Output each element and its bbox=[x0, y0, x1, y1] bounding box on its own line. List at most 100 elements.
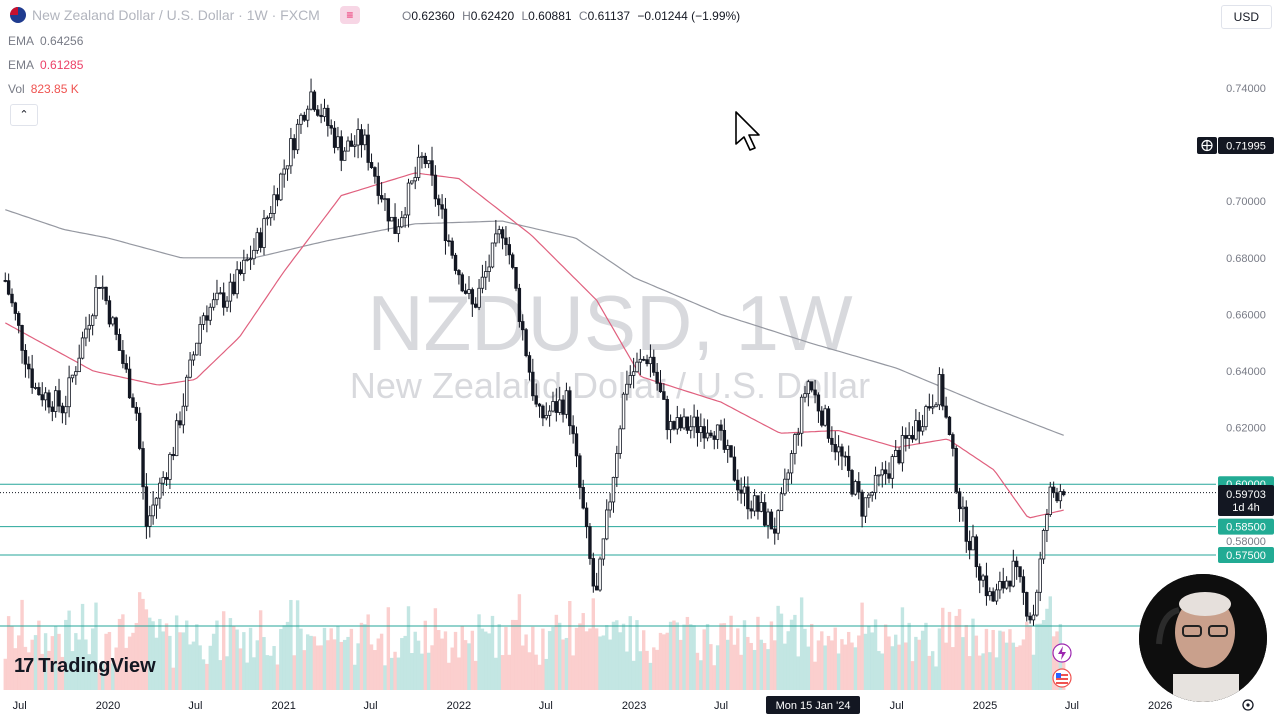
volume-bar bbox=[255, 640, 259, 690]
add-alert-icon[interactable] bbox=[1201, 139, 1213, 152]
candle-body bbox=[843, 455, 848, 458]
volume-bar bbox=[416, 640, 421, 690]
candle-body bbox=[988, 591, 992, 597]
candle-body bbox=[262, 218, 266, 248]
candle-body bbox=[957, 491, 962, 510]
collapse-legend-button[interactable]: ⌃ bbox=[10, 104, 38, 126]
candle-body bbox=[904, 435, 908, 439]
volume-bar bbox=[1045, 608, 1049, 690]
volume-bar bbox=[887, 636, 891, 690]
candle-body bbox=[389, 216, 394, 222]
volume-bar bbox=[94, 602, 98, 690]
symbol-title[interactable]: New Zealand Dollar / U.S. Dollar · 1W · … bbox=[32, 7, 320, 23]
volume-bar bbox=[228, 618, 233, 690]
candle-body bbox=[285, 165, 290, 170]
volume-bar bbox=[70, 651, 75, 690]
compare-icon[interactable]: ≡ bbox=[339, 6, 360, 24]
time-tick-label: 2023 bbox=[622, 700, 646, 712]
volume-bar bbox=[467, 643, 471, 690]
volume-bar bbox=[1035, 623, 1039, 690]
volume-bar bbox=[537, 664, 542, 690]
candle-body bbox=[225, 300, 229, 308]
indicator-ema-fast[interactable]: EMA 0.61285 bbox=[8, 58, 83, 72]
volume-bar bbox=[1021, 639, 1026, 690]
candle-body bbox=[571, 425, 575, 435]
candle-body bbox=[1031, 614, 1036, 621]
volume-bar bbox=[934, 666, 938, 690]
candle-body bbox=[131, 397, 135, 408]
volume-bar bbox=[615, 620, 619, 690]
volume-bar bbox=[413, 631, 417, 690]
candle-body bbox=[275, 194, 280, 201]
volume-bar bbox=[890, 646, 895, 690]
volume-bar bbox=[867, 625, 871, 690]
candle-body bbox=[279, 173, 283, 201]
candle-body bbox=[443, 208, 448, 242]
volume-bar bbox=[954, 615, 958, 690]
volume-bar bbox=[594, 628, 599, 690]
candle-body bbox=[6, 280, 11, 295]
volume-bar bbox=[406, 606, 411, 690]
volume-bar bbox=[400, 638, 404, 690]
volume-bar bbox=[527, 652, 532, 690]
volume-bar bbox=[121, 614, 125, 690]
indicator-volume[interactable]: Vol 823.85 K bbox=[8, 82, 79, 96]
volume-bar bbox=[843, 644, 848, 690]
candle-body bbox=[410, 180, 414, 184]
currency-selector[interactable]: USD bbox=[1220, 5, 1272, 29]
volume-bar bbox=[440, 638, 444, 690]
chevron-up-icon: ⌃ bbox=[19, 109, 29, 121]
indicator-name: EMA bbox=[8, 58, 35, 72]
price-tick-label: 0.70000 bbox=[1226, 196, 1266, 208]
volume-bar bbox=[961, 637, 965, 690]
price-axis[interactable]: 0.74000 0.70000 0.68000 0.66000 0.64000 0.620… bbox=[1197, 0, 1280, 690]
logo-text: TradingView bbox=[38, 655, 156, 677]
candle-body bbox=[1014, 560, 1019, 568]
candle-body bbox=[947, 416, 952, 436]
candle-body bbox=[507, 244, 511, 256]
time-axis[interactable]: Jul 2020 Jul 2021 Jul 2022 Jul 2023 Jul Jul 2025 Ju… bbox=[0, 690, 1280, 720]
volume-bar bbox=[238, 648, 243, 690]
volume-bar bbox=[366, 614, 370, 690]
volume-bar bbox=[198, 645, 202, 690]
candle-body bbox=[43, 392, 48, 401]
candle-body bbox=[1062, 491, 1066, 496]
volume-bar bbox=[773, 640, 777, 690]
candle-body bbox=[638, 358, 643, 363]
lightning-icon[interactable] bbox=[1052, 643, 1072, 663]
volume-bar bbox=[517, 594, 522, 690]
candle-body bbox=[668, 421, 673, 431]
tradingview-logo[interactable]: 17 TradingView bbox=[14, 655, 156, 678]
candle-body bbox=[336, 136, 340, 148]
candle-body bbox=[662, 391, 666, 400]
candle-body bbox=[934, 404, 938, 408]
settings-gear-icon[interactable] bbox=[1242, 699, 1254, 711]
volume-bar bbox=[353, 664, 357, 690]
candle-body bbox=[265, 217, 270, 220]
candle-body bbox=[749, 508, 753, 512]
volume-bar bbox=[726, 639, 730, 690]
volume-bar bbox=[897, 644, 901, 690]
candle-body bbox=[342, 150, 347, 161]
candle-body bbox=[70, 374, 75, 379]
symbol-header[interactable]: New Zealand Dollar / U.S. Dollar · 1W · … bbox=[10, 6, 360, 24]
candle-body bbox=[111, 317, 115, 325]
volume-bar bbox=[40, 653, 44, 690]
candle-body bbox=[702, 426, 706, 439]
us-flag-icon[interactable] bbox=[1052, 668, 1072, 688]
candle-body bbox=[974, 536, 979, 568]
candle-body bbox=[954, 447, 958, 493]
candle-body bbox=[3, 280, 7, 282]
volume-bar bbox=[144, 609, 149, 690]
volume-bar bbox=[608, 639, 612, 690]
volume-bar bbox=[994, 657, 999, 690]
volume-bar bbox=[655, 649, 659, 690]
indicator-ema-slow[interactable]: EMA 0.64256 bbox=[8, 34, 83, 48]
volume-bar bbox=[117, 618, 122, 690]
volume-bar bbox=[665, 632, 669, 690]
candle-body bbox=[561, 399, 565, 415]
volume-bar bbox=[379, 633, 384, 690]
candle-body bbox=[400, 217, 404, 228]
horizontal-levels[interactable] bbox=[0, 483, 1216, 627]
